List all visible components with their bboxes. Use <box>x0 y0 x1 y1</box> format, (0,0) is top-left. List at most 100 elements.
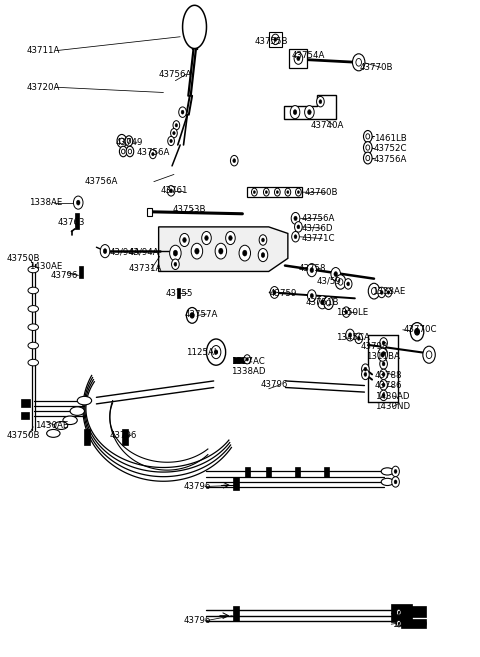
Text: 43786: 43786 <box>375 381 402 390</box>
Circle shape <box>372 288 377 295</box>
Text: 1430AE: 1430AE <box>35 421 69 430</box>
Circle shape <box>120 147 127 157</box>
Circle shape <box>345 310 348 314</box>
Circle shape <box>175 124 178 127</box>
Text: 1430AE: 1430AE <box>29 262 63 271</box>
Circle shape <box>167 185 175 196</box>
Circle shape <box>352 54 365 71</box>
Circle shape <box>318 296 327 309</box>
Circle shape <box>285 188 291 196</box>
Circle shape <box>270 286 279 298</box>
Circle shape <box>363 142 372 154</box>
Circle shape <box>152 152 154 156</box>
Bar <box>233 478 239 490</box>
Circle shape <box>356 58 361 66</box>
Circle shape <box>265 191 267 194</box>
Text: 43/59: 43/59 <box>317 276 341 285</box>
Ellipse shape <box>381 478 394 486</box>
Text: 43752C: 43752C <box>374 145 408 153</box>
Text: 43796: 43796 <box>51 271 78 280</box>
Circle shape <box>230 156 238 166</box>
Circle shape <box>171 259 179 269</box>
Ellipse shape <box>63 416 77 424</box>
Circle shape <box>305 106 314 119</box>
Circle shape <box>382 373 385 376</box>
Circle shape <box>348 333 352 337</box>
Circle shape <box>296 188 301 196</box>
Circle shape <box>366 156 370 161</box>
Text: 1311BA: 1311BA <box>366 351 400 361</box>
Circle shape <box>361 364 369 374</box>
Circle shape <box>382 351 385 355</box>
Text: 43760B: 43760B <box>305 189 338 197</box>
Circle shape <box>297 225 300 229</box>
Circle shape <box>228 235 232 240</box>
Circle shape <box>295 221 302 232</box>
Circle shape <box>275 188 280 196</box>
Circle shape <box>392 466 399 477</box>
Circle shape <box>181 110 184 114</box>
Bar <box>147 208 153 215</box>
Text: 43756A: 43756A <box>84 177 118 186</box>
Circle shape <box>173 121 180 130</box>
Circle shape <box>363 152 372 164</box>
Circle shape <box>398 611 400 614</box>
Ellipse shape <box>54 422 68 430</box>
Circle shape <box>219 248 223 254</box>
Circle shape <box>396 620 401 627</box>
Text: 43796: 43796 <box>261 380 288 390</box>
Circle shape <box>364 373 367 376</box>
Circle shape <box>173 131 175 135</box>
Text: 1338AD: 1338AD <box>231 367 265 376</box>
Circle shape <box>179 107 186 118</box>
Circle shape <box>180 233 189 246</box>
Bar <box>245 467 250 478</box>
Circle shape <box>103 248 107 254</box>
Text: 43756A: 43756A <box>158 70 192 79</box>
Bar <box>233 606 239 621</box>
Text: 43749: 43749 <box>116 138 143 147</box>
Circle shape <box>361 369 369 380</box>
Circle shape <box>344 279 352 289</box>
Circle shape <box>195 248 199 254</box>
Circle shape <box>366 145 370 150</box>
Circle shape <box>100 244 110 258</box>
Text: 43759: 43759 <box>270 288 297 298</box>
Circle shape <box>204 235 208 240</box>
Circle shape <box>297 191 300 194</box>
Circle shape <box>244 355 251 364</box>
Text: 43/94A: 43/94A <box>129 248 159 257</box>
Text: 43798: 43798 <box>360 342 388 351</box>
Text: 43756A: 43756A <box>136 148 169 157</box>
Circle shape <box>291 212 300 224</box>
Text: 43/94A: 43/94A <box>110 248 141 257</box>
Text: 1430ND: 1430ND <box>375 402 410 411</box>
Text: 43711A: 43711A <box>27 46 60 55</box>
Text: 43761: 43761 <box>160 187 188 195</box>
Circle shape <box>168 137 174 146</box>
Text: 1350LE: 1350LE <box>336 308 368 317</box>
Circle shape <box>169 189 172 193</box>
Circle shape <box>150 150 156 159</box>
Circle shape <box>264 188 269 196</box>
Circle shape <box>382 394 385 397</box>
Text: 43740A: 43740A <box>311 121 344 130</box>
Text: 43750B: 43750B <box>6 431 40 440</box>
Circle shape <box>125 136 133 147</box>
Circle shape <box>226 231 235 244</box>
Circle shape <box>364 367 367 371</box>
Circle shape <box>326 300 331 306</box>
Circle shape <box>126 147 134 157</box>
Bar <box>79 266 84 278</box>
Circle shape <box>423 346 435 363</box>
Polygon shape <box>182 5 206 49</box>
Bar <box>289 49 308 68</box>
Circle shape <box>242 250 247 256</box>
Circle shape <box>190 313 194 318</box>
Text: 1430ND: 1430ND <box>392 620 427 629</box>
Circle shape <box>127 139 131 143</box>
Text: 43/36D: 43/36D <box>301 223 333 233</box>
Circle shape <box>392 477 399 487</box>
Circle shape <box>121 149 125 154</box>
Circle shape <box>331 267 340 281</box>
